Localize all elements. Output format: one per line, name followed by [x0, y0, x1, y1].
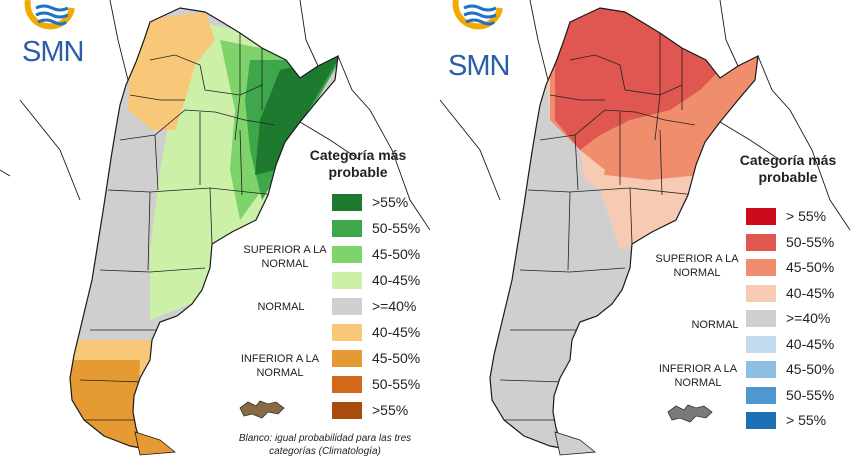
- legend-swatch: [746, 259, 776, 276]
- legend-swatch-label: >55%: [372, 402, 409, 418]
- legend-swatch: [332, 298, 362, 315]
- legend-swatch-label: 45-50%: [786, 259, 835, 275]
- legend-swatch-label: >55%: [372, 194, 409, 210]
- legend-swatch-label: 45-50%: [372, 246, 421, 262]
- legend-swatch-label: 40-45%: [372, 324, 421, 340]
- legend-swatch: [746, 284, 776, 302]
- smn-sun-waves-logo-icon: [452, 0, 503, 30]
- legend-group-superior: SUPERIOR A LA NORMAL: [243, 244, 327, 270]
- smn-logo-text: SMN: [22, 36, 84, 68]
- legend-swatch-label: 50-55%: [372, 220, 421, 236]
- legend-swatch: [332, 324, 362, 341]
- legend-swatch: [746, 310, 776, 327]
- legend-swatch: [332, 376, 362, 393]
- neighbour-borders-right: [439, 0, 851, 231]
- argentina-map-right: [439, 0, 851, 456]
- smn-sun-waves-logo-icon: [24, 0, 75, 30]
- legend-title: Categoría más probable: [309, 147, 407, 180]
- anomaly-fill-left: [70, 8, 338, 450]
- legend-swatch: [746, 208, 776, 225]
- legend-swatch: [746, 386, 776, 404]
- legend-swatch: [746, 233, 776, 251]
- malvinas-islands-icon: [667, 404, 713, 423]
- legend-swatch-label: > 55%: [786, 412, 827, 428]
- legend-group-normal: NORMAL: [257, 301, 305, 313]
- legend-swatch-label: 40-45%: [372, 272, 421, 288]
- malvinas-islands-icon: [239, 400, 285, 419]
- province-borders-left: [78, 33, 276, 421]
- legend-group-normal: NORMAL: [691, 319, 739, 331]
- legend-swatch-label: 45-50%: [786, 361, 835, 377]
- legend-swatch-label: 40-45%: [786, 335, 835, 352]
- legend-swatch-label: 45-50%: [372, 350, 421, 366]
- legend-swatch-label: 40-45%: [786, 284, 835, 301]
- legend-swatch-label: > 55%: [786, 208, 827, 224]
- legend-swatch-label: 50-55%: [372, 376, 421, 392]
- legend-swatch-label: 50-55%: [786, 386, 835, 403]
- legend-group-inferior: INFERIOR A LA NORMAL: [658, 363, 738, 389]
- legend-swatch-label: >=40%: [372, 298, 417, 314]
- legend-swatch: [332, 402, 362, 419]
- province-borders-right: [498, 33, 696, 421]
- smn-logo-text: SMN: [448, 50, 510, 82]
- legend-group-superior: SUPERIOR A LA NORMAL: [655, 253, 739, 279]
- climatology-note: Blanco: igual probabilidad para las tres…: [238, 433, 412, 457]
- legend-group-inferior: INFERIOR A LA NORMAL: [240, 353, 320, 379]
- precipitation-outlook-panel-right: SMN Categoría más probable > 55% 50-55% 45…: [430, 0, 860, 460]
- legend-title: Categoría más probable: [739, 152, 837, 185]
- legend-swatch: [746, 335, 776, 353]
- legend-swatch: [332, 246, 362, 263]
- legend-swatch: [332, 272, 362, 289]
- legend-swatch: [746, 361, 776, 378]
- legend-swatch: [746, 412, 776, 429]
- temperature-outlook-panel-left: SMN Categoría más probable >55% 50-55% 45-…: [0, 0, 430, 457]
- legend-swatch: [332, 350, 362, 367]
- argentina-map-left: [0, 0, 430, 456]
- legend-swatch: [332, 194, 362, 211]
- legend-swatch: [332, 220, 362, 237]
- legend-swatch-label: 50-55%: [786, 233, 835, 250]
- legend-swatch-label: >=40%: [786, 310, 831, 326]
